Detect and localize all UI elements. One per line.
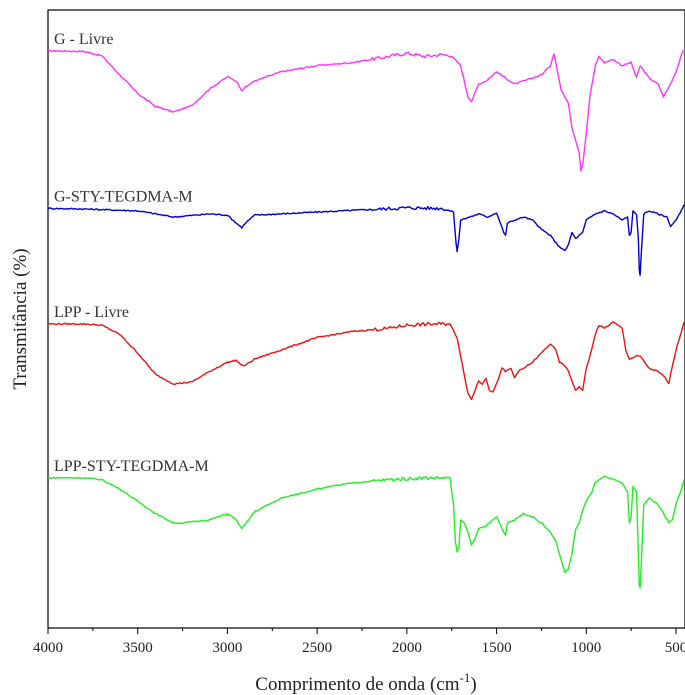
- x-tick-label: 3000: [212, 640, 242, 656]
- series-line-lpp-livre: [47, 321, 685, 401]
- series-line-g-sty-tegdma-m: [47, 204, 685, 276]
- series-label-g-livre: G - Livre: [54, 31, 114, 48]
- x-axis-ticks: 4000 3500 3000 2500 2000 1500 1000 500: [33, 628, 685, 656]
- series-label-lpp-livre: LPP - Livre: [54, 304, 129, 321]
- series-labels: G - Livre G-STY-TEGDMA-M LPP - Livre LPP-ST…: [54, 31, 209, 475]
- x-tick-label: 3500: [123, 640, 153, 656]
- x-tick-label: 500: [665, 640, 685, 656]
- x-axis-label: Comprimento de onda (cm-1): [255, 670, 476, 695]
- series-layer: [47, 49, 685, 589]
- x-axis-label-superscript: -1: [460, 670, 471, 685]
- series-label-g-sty-tegdma-m: G-STY-TEGDMA-M: [54, 188, 193, 205]
- x-tick-label: 2500: [302, 640, 332, 656]
- x-tick-label: 1500: [482, 640, 512, 656]
- series-line-g-livre: [47, 49, 684, 172]
- x-tick-label: 1000: [571, 640, 601, 656]
- x-tick-label: 2000: [392, 640, 422, 656]
- x-tick-label: 4000: [33, 640, 63, 656]
- plot-frame: [47, 9, 685, 629]
- series-line-lpp-sty-tegdma-m: [47, 475, 685, 589]
- y-axis-label: Transmitância (%): [10, 248, 31, 389]
- series-label-lpp-sty-tegdma-m: LPP-STY-TEGDMA-M: [54, 458, 209, 475]
